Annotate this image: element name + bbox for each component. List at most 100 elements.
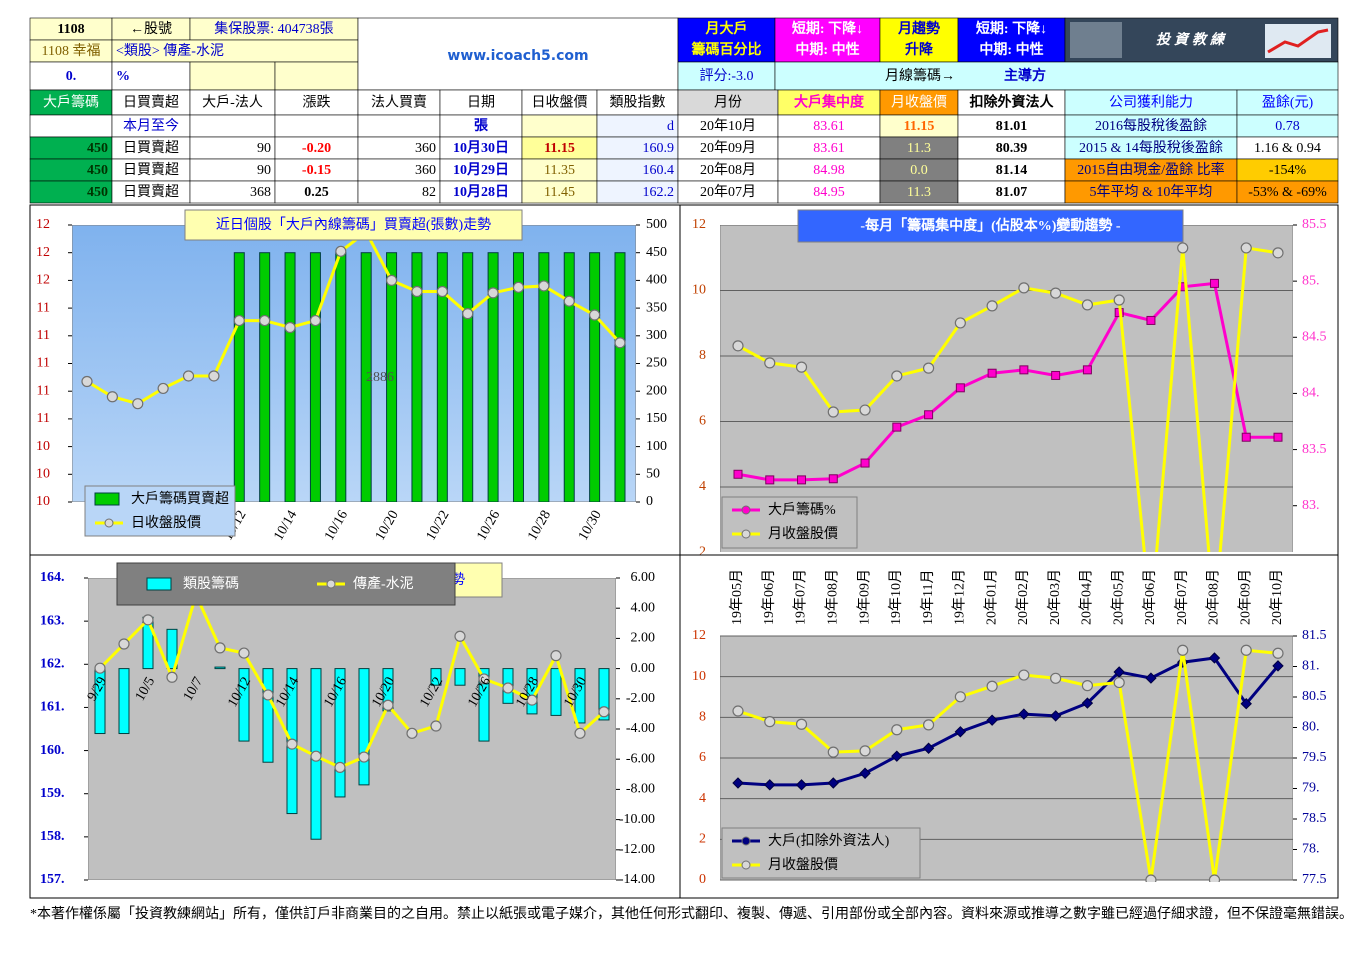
bar <box>574 668 586 724</box>
x-tick-label: 20年10月 <box>1269 569 1285 625</box>
table-cell: -0.15 <box>302 163 331 178</box>
marker <box>891 750 903 762</box>
marker <box>335 245 347 257</box>
column-header: 法人買賣 <box>371 95 427 111</box>
marker <box>598 706 610 718</box>
y2-tick-label: 81. <box>1302 659 1320 674</box>
marker <box>732 705 744 717</box>
marker <box>430 720 442 732</box>
table-cell: 90 <box>257 141 271 156</box>
y2-tick-label: 78.5 <box>1302 811 1327 826</box>
marker <box>764 716 776 728</box>
cell <box>957 17 1066 63</box>
marker <box>954 726 967 738</box>
table-cell: 360 <box>415 163 436 178</box>
column-header: 大戶集中度 <box>794 94 865 111</box>
marker <box>118 638 130 650</box>
legend-marker <box>741 860 751 870</box>
x-tick-label: 20年06月 <box>1142 569 1158 625</box>
marker <box>1177 644 1189 656</box>
bar <box>233 252 245 502</box>
footer-note: *本著作權係屬「投資教練網站」所有，僅供訂戶非商業目的之自用。禁止以紙張或電子媒… <box>30 905 1353 922</box>
y2-tick-label: -2.00 <box>626 691 655 706</box>
cell <box>677 17 776 63</box>
marker <box>1082 365 1092 375</box>
cell <box>111 89 191 116</box>
marker <box>1050 287 1062 299</box>
marker <box>954 691 966 703</box>
marker <box>1018 669 1030 681</box>
logo-text: 投資教練 <box>1156 31 1228 48</box>
y2-tick-label: 0.00 <box>631 661 656 676</box>
legend-label: 月收盤股價 <box>768 525 838 542</box>
table-cell: 1.16 & 0.94 <box>1254 141 1321 156</box>
y-tick-label: 11 <box>37 383 50 398</box>
y2-tick-label: 83. <box>1302 498 1320 513</box>
table-cell: 5年平均 & 10年平均 <box>1090 184 1213 200</box>
table-cell: 81.07 <box>996 185 1028 200</box>
legend-box <box>116 562 456 606</box>
cell <box>29 89 113 116</box>
x-tick-label: 20年08月 <box>1206 569 1222 625</box>
marker <box>986 714 998 726</box>
column-header: 日期 <box>467 95 495 111</box>
y2-tick-label: 300 <box>646 328 667 343</box>
title-box <box>797 209 1184 243</box>
table-cell: 日買賣超 <box>123 162 179 178</box>
bar <box>238 668 250 742</box>
marker <box>526 694 538 706</box>
y-tick-label: 10 <box>36 439 50 454</box>
bar <box>259 252 271 502</box>
table-cell: 160.9 <box>643 141 675 156</box>
bar <box>478 668 490 742</box>
x-tick-label: 20年02月 <box>1015 569 1031 625</box>
table-cell: -53% & -69% <box>1248 185 1327 200</box>
marker <box>550 650 562 662</box>
table-cell: 83.61 <box>813 141 845 156</box>
marker <box>614 337 626 349</box>
bar <box>360 252 372 502</box>
y2-tick-label: 79.5 <box>1302 750 1327 765</box>
table-cell: 0.0 <box>910 163 928 178</box>
bar <box>538 252 550 502</box>
cell-text: ←股號 <box>130 21 172 37</box>
annotation: 2886 <box>366 370 394 385</box>
marker <box>286 738 298 750</box>
marker <box>1272 660 1284 672</box>
column-header: 漲跌 <box>303 95 331 111</box>
y2-tick-label: 2.00 <box>631 631 656 646</box>
cell <box>274 89 359 116</box>
legend-marker <box>741 505 751 515</box>
marker <box>922 742 935 754</box>
y-tick-label: 163. <box>40 613 65 628</box>
marker <box>382 699 394 711</box>
y-tick-label: 6 <box>699 414 706 429</box>
marker <box>733 469 743 479</box>
table-cell: 450 <box>87 185 108 200</box>
line <box>86 229 622 406</box>
marker <box>1146 315 1156 325</box>
title-box <box>184 209 523 241</box>
y2-tick-label: 100 <box>646 439 667 454</box>
y2-tick-label: 50 <box>646 467 660 482</box>
cell-text: 月趨勢 <box>897 20 940 37</box>
table-cell: 20年07月 <box>700 184 756 200</box>
marker <box>284 321 296 334</box>
x-tick-label: 19年12月 <box>952 569 968 625</box>
y2-tick-label: 83.5 <box>1302 442 1327 457</box>
logo-arrow <box>1267 28 1329 54</box>
cell <box>357 89 441 116</box>
y-tick-label: 158. <box>40 829 65 844</box>
y-tick-label: 11 <box>37 356 50 371</box>
chart-title: 近日個股「大戶內線籌碼」買賣超(張數)走勢 <box>216 217 491 233</box>
table-cell: 20年09月 <box>700 140 756 156</box>
marker <box>487 287 499 299</box>
marker <box>574 727 586 739</box>
marker <box>358 751 370 763</box>
column-header: 盈餘(元) <box>1262 94 1314 111</box>
y-tick-label: 8 <box>699 348 706 363</box>
table-cell: 84.95 <box>813 185 845 200</box>
marker <box>538 280 550 292</box>
marker <box>132 398 144 410</box>
y-tick-label: 162. <box>40 657 65 672</box>
